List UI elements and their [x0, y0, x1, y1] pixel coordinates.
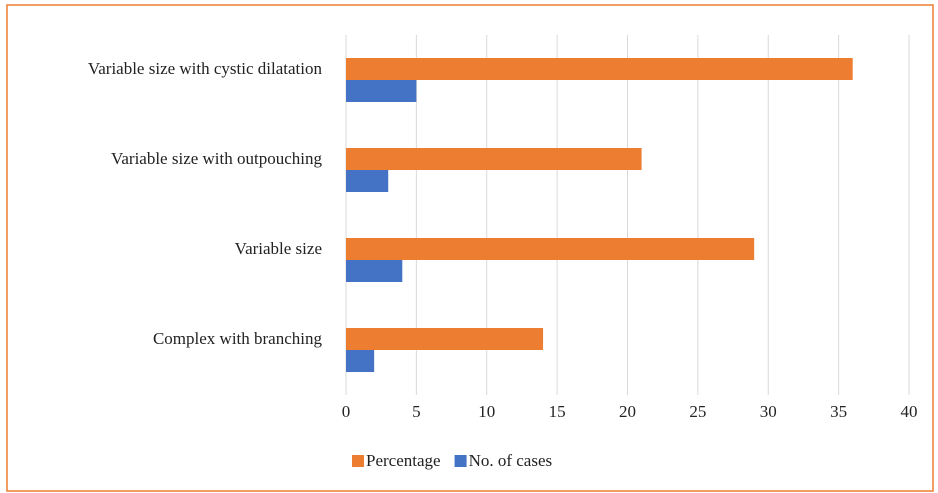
legend-swatch [352, 455, 364, 467]
bar [346, 238, 755, 260]
x-tick-label: 40 [901, 402, 918, 421]
x-tick-label: 5 [412, 402, 421, 421]
y-tick-label: Variable size with cystic dilatation [88, 59, 323, 78]
x-tick-label: 25 [689, 402, 706, 421]
x-tick-label: 30 [760, 402, 777, 421]
y-tick-label: Variable size [235, 239, 322, 258]
bar [346, 170, 389, 192]
x-tick-label: 10 [478, 402, 495, 421]
bar [346, 80, 417, 102]
bar [346, 260, 403, 282]
bar [346, 58, 853, 80]
bar [346, 328, 544, 350]
legend-swatch [454, 455, 467, 467]
x-tick-label: 20 [619, 402, 636, 421]
bar [346, 350, 375, 372]
y-tick-label: Complex with branching [153, 329, 323, 348]
x-tick-label: 15 [549, 402, 566, 421]
legend-label: Percentage [366, 451, 441, 470]
frame [6, 4, 934, 492]
x-tick-label: 35 [830, 402, 847, 421]
x-tick-label: 0 [342, 402, 351, 421]
bar [346, 148, 642, 170]
legend-label: No. of cases [469, 451, 553, 470]
y-tick-label: Variable size with outpouching [111, 149, 323, 168]
